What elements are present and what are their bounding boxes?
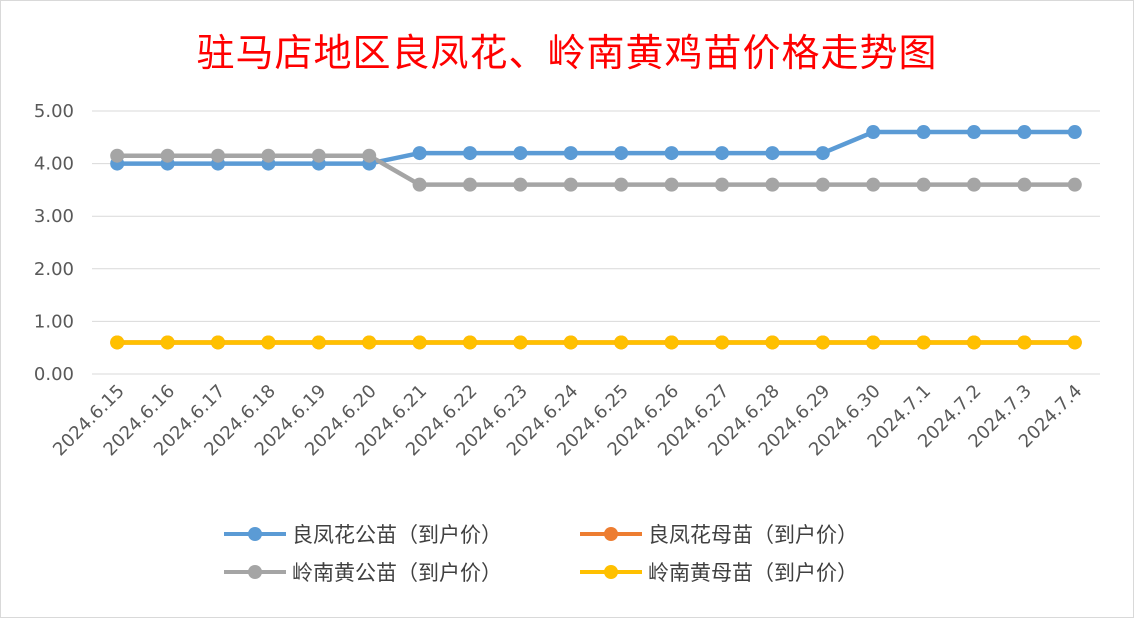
data-point-s2-15 <box>866 177 881 192</box>
data-point-s3-11 <box>664 335 679 350</box>
data-point-s3-10 <box>614 335 629 350</box>
data-point-s0-17 <box>967 125 981 140</box>
data-point-s2-11 <box>664 177 679 192</box>
y-tick-label-0: 0.00 <box>34 364 74 385</box>
data-point-s3-2 <box>211 335 225 350</box>
data-point-s2-14 <box>815 177 830 192</box>
data-point-s2-0 <box>110 148 125 163</box>
data-point-s0-16 <box>916 125 931 140</box>
data-point-s2-12 <box>715 177 729 192</box>
legend-label-series-2: 岭南黄公苗（到户价） <box>292 561 502 585</box>
legend-label-series-3: 岭南黄母苗（到户价） <box>648 561 858 585</box>
data-point-s0-9 <box>563 146 578 161</box>
legend-swatch-series-1 <box>580 527 642 541</box>
y-tick-label-2: 2.00 <box>34 259 74 280</box>
legend-item-series-1[interactable]: 良凤花母苗（到户价） <box>580 519 910 549</box>
data-point-s3-12 <box>715 335 729 350</box>
y-tick-label-3: 3.00 <box>34 206 74 227</box>
data-point-s3-16 <box>916 335 931 350</box>
legend-row-1: 良凤花公苗（到户价） 良凤花母苗（到户价） <box>0 515 1134 553</box>
data-point-s2-18 <box>1017 177 1032 192</box>
data-point-s3-9 <box>563 335 578 350</box>
data-point-s3-3 <box>261 335 276 350</box>
data-point-s2-4 <box>311 148 326 163</box>
data-point-s3-13 <box>765 335 780 350</box>
chart-title: 驻马店地区良凤花、岭南黄鸡苗价格走势图 <box>196 31 938 75</box>
legend-item-series-2[interactable]: 岭南黄公苗（到户价） <box>224 557 554 587</box>
data-point-s2-7 <box>463 177 477 192</box>
data-point-s0-19 <box>1067 125 1082 140</box>
legend-label-series-1: 良凤花母苗（到户价） <box>648 523 858 547</box>
legend-item-series-3[interactable]: 岭南黄母苗（到户价） <box>580 557 910 587</box>
data-point-s2-16 <box>916 177 931 192</box>
data-point-s3-0 <box>110 335 125 350</box>
legend-swatch-series-2 <box>224 565 286 579</box>
data-point-s2-6 <box>412 177 427 192</box>
data-point-s3-5 <box>362 335 377 350</box>
data-point-s2-17 <box>967 177 981 192</box>
data-point-s0-12 <box>715 146 729 161</box>
data-point-s0-8 <box>513 146 528 161</box>
legend-swatch-series-3 <box>580 565 642 579</box>
data-point-s2-1 <box>160 148 175 163</box>
series-line-2 <box>117 153 1075 187</box>
data-point-s0-6 <box>412 146 427 161</box>
y-tick-label-1: 1.00 <box>34 311 74 332</box>
legend-item-series-0[interactable]: 良凤花公苗（到户价） <box>224 519 554 549</box>
y-tick-label-5: 5.00 <box>34 101 74 122</box>
data-point-s3-1 <box>160 335 175 350</box>
data-point-s3-17 <box>967 335 981 350</box>
data-point-s3-19 <box>1067 335 1082 350</box>
data-point-s0-14 <box>815 146 830 161</box>
data-point-s0-11 <box>664 146 679 161</box>
data-point-s0-7 <box>463 146 477 161</box>
data-point-s0-15 <box>866 125 881 140</box>
data-point-s2-19 <box>1067 177 1082 192</box>
data-point-s3-7 <box>463 335 477 350</box>
data-point-s2-8 <box>513 177 528 192</box>
series-line-0 <box>117 129 1075 166</box>
legend: 良凤花公苗（到户价） 良凤花母苗（到户价） 岭南黄公苗（到户价） 岭南黄母苗（到… <box>0 515 1134 591</box>
data-point-s0-18 <box>1017 125 1032 140</box>
data-point-s0-13 <box>765 146 780 161</box>
data-point-s2-2 <box>211 148 225 163</box>
data-point-s2-3 <box>261 148 276 163</box>
data-point-s0-10 <box>614 146 629 161</box>
data-point-s3-8 <box>513 335 528 350</box>
y-tick-label-4: 4.00 <box>34 154 74 175</box>
legend-swatch-series-0 <box>224 527 286 541</box>
legend-row-2: 岭南黄公苗（到户价） 岭南黄母苗（到户价） <box>0 553 1134 591</box>
data-point-s3-6 <box>412 335 427 350</box>
data-point-s2-5 <box>362 148 377 163</box>
data-point-s3-14 <box>815 335 830 350</box>
data-point-s2-13 <box>765 177 780 192</box>
data-point-s2-9 <box>563 177 578 192</box>
data-point-s2-10 <box>614 177 629 192</box>
legend-label-series-0: 良凤花公苗（到户价） <box>292 523 502 547</box>
data-point-s3-4 <box>311 335 326 350</box>
data-point-s3-15 <box>866 335 881 350</box>
data-point-s3-18 <box>1017 335 1032 350</box>
